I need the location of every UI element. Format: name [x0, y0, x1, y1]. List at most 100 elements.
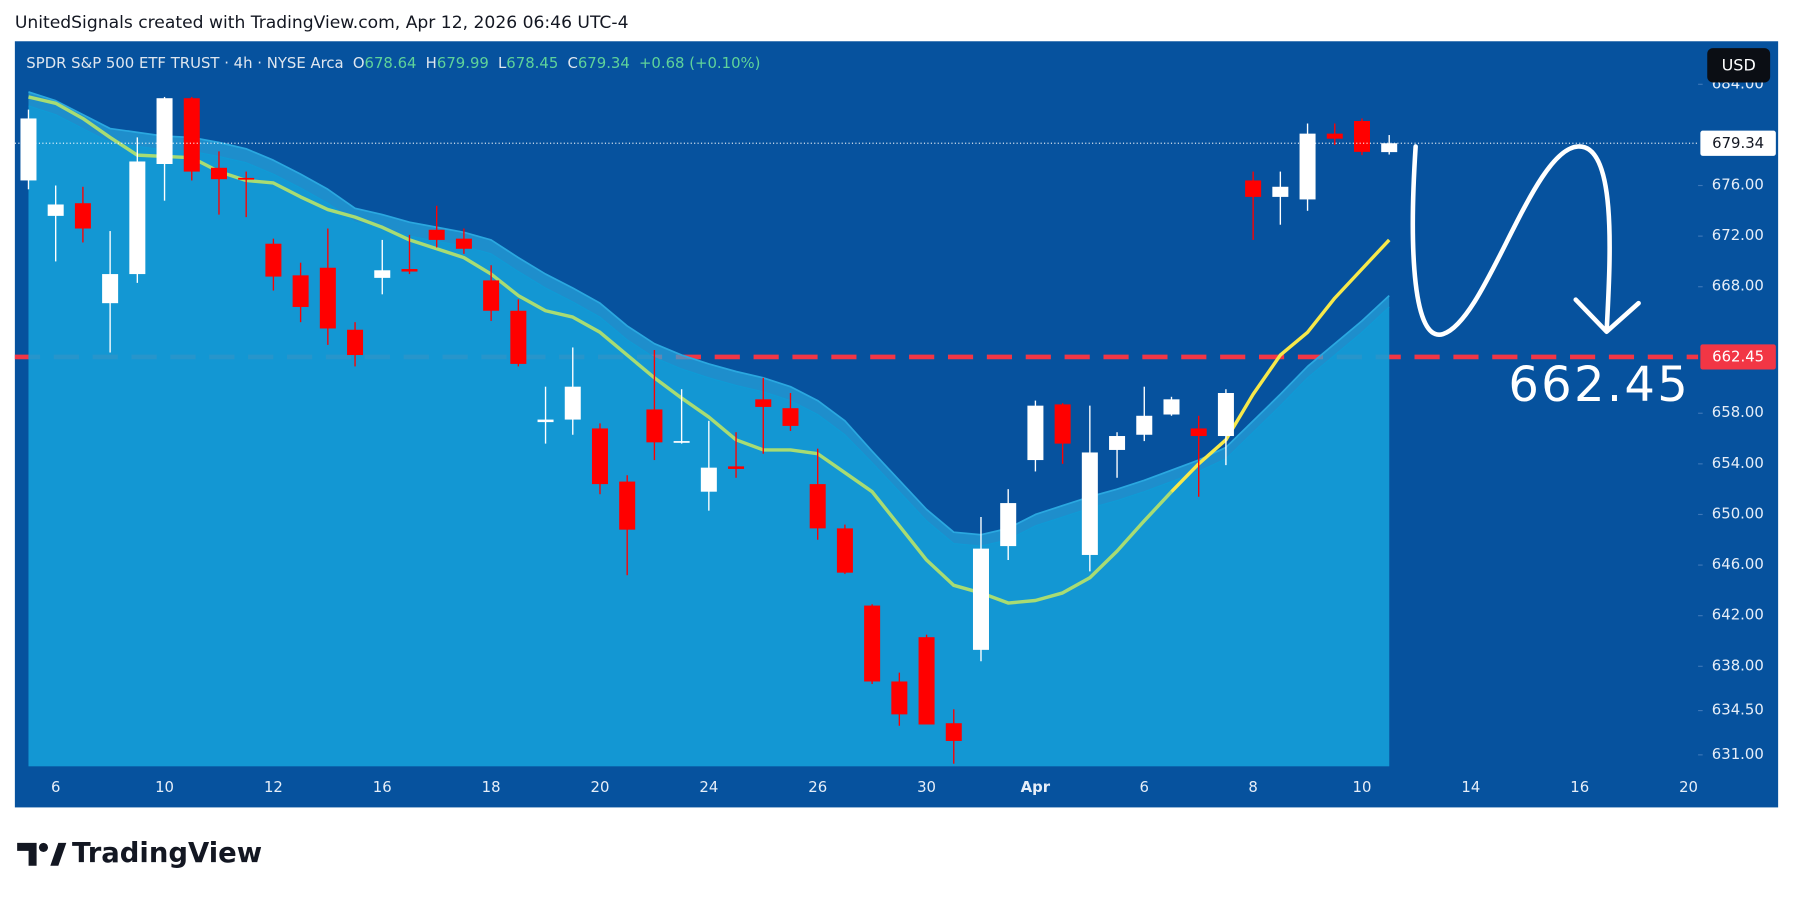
legend-value: 679.34 — [578, 54, 630, 72]
candle-body — [401, 269, 418, 272]
band-line — [28, 105, 1390, 547]
brand-logo: TradingView — [17, 838, 262, 869]
candle-body — [1109, 436, 1126, 450]
axis-layer: 631.00 634.50 638.00 642.00 646.00 650.00 654.… — [14, 74, 1776, 796]
candle-body — [183, 98, 200, 172]
candle-body — [1054, 404, 1071, 444]
logo-mark — [17, 842, 37, 866]
candle-body — [129, 161, 146, 275]
candle-body — [1353, 120, 1370, 152]
candle-body — [864, 605, 881, 682]
candle-body — [673, 441, 690, 443]
candle-body — [1136, 415, 1153, 435]
candle-body — [1000, 503, 1017, 547]
candle-body — [1163, 399, 1180, 415]
candle-body — [47, 204, 64, 216]
legend-label: H — [426, 54, 437, 72]
candle-body — [20, 118, 37, 181]
x-tick-label: 14 — [1461, 778, 1480, 796]
candle-body — [646, 409, 663, 443]
y-tick-label: 658.00 — [1712, 403, 1764, 421]
candle-body — [238, 177, 255, 180]
candle-body — [918, 637, 935, 725]
candle-body — [755, 399, 772, 407]
band-line — [28, 91, 1390, 536]
candle-body — [455, 238, 472, 249]
x-tick-label: 6 — [1140, 778, 1149, 796]
x-tick-label: 10 — [1353, 778, 1372, 796]
candle-body — [564, 386, 581, 420]
symbol: SPDR S&P 500 ETF TRUST · 4h · NYSE Arca — [26, 54, 343, 72]
candle-body — [1217, 393, 1234, 437]
annotation-arrow — [1410, 144, 1641, 337]
candle-body — [510, 310, 527, 364]
logo-mark — [38, 842, 49, 853]
legend-label: O — [353, 54, 365, 72]
candle-body — [1272, 186, 1289, 197]
legend-label: C — [567, 54, 577, 72]
logo-mark — [50, 842, 67, 866]
price-annotation: 662.45 — [1508, 357, 1690, 413]
x-tick-label: 6 — [51, 778, 60, 796]
x-tick-label: 30 — [917, 778, 936, 796]
candle-body — [74, 203, 91, 229]
candle-body — [319, 267, 336, 329]
last-price-box — [1700, 130, 1776, 156]
y-tick-label: 631.00 — [1712, 745, 1764, 763]
y-tick-label: 646.00 — [1712, 555, 1764, 573]
last-price-label: 679.34 — [1712, 134, 1764, 152]
candle-body — [483, 280, 500, 311]
candle-body — [1299, 133, 1316, 200]
x-tick-label: 10 — [155, 778, 174, 796]
candle-body — [292, 275, 309, 307]
candle-body — [156, 98, 173, 164]
attribution: UnitedSignals created with TradingView.c… — [15, 13, 629, 33]
candle-body — [265, 243, 282, 277]
candle-body — [945, 723, 962, 741]
currency-label[interactable]: USD — [1722, 55, 1756, 74]
candle-body — [210, 167, 227, 180]
legend: SPDR S&P 500 ETF TRUST · 4h · NYSE Arca O… — [26, 54, 760, 72]
candle-body — [1190, 428, 1207, 437]
ma-line — [1170, 238, 1391, 493]
x-tick-label: 8 — [1248, 778, 1257, 796]
currency-button-bg[interactable] — [1707, 48, 1771, 83]
currency-button[interactable]: USD — [1707, 48, 1771, 83]
x-tick-label: Apr — [1021, 778, 1051, 796]
candle-body — [891, 681, 908, 715]
candle-body — [428, 229, 445, 240]
price-line-label: 662.45 — [1712, 348, 1764, 366]
candle-body — [972, 548, 989, 650]
legend-change: +0.68 (+0.10%) — [639, 54, 761, 72]
y-tick-label: 654.00 — [1712, 454, 1764, 472]
y-tick-label: 638.00 — [1712, 656, 1764, 674]
candle-body — [836, 528, 853, 573]
x-tick-label: 20 — [591, 778, 610, 796]
legend-value: 679.99 — [437, 54, 489, 72]
y-tick-label: 650.00 — [1712, 504, 1764, 522]
x-tick-label: 12 — [264, 778, 283, 796]
y-tick-label: 676.00 — [1712, 176, 1764, 194]
legend-label: L — [498, 54, 507, 72]
x-tick-label: 26 — [808, 778, 827, 796]
y-tick-label: 668.00 — [1712, 277, 1764, 295]
candle-body — [1326, 133, 1343, 139]
candle-body — [782, 408, 799, 426]
candle-body — [1081, 452, 1098, 555]
candle-body — [700, 467, 717, 492]
candle-body — [1381, 143, 1398, 153]
x-tick-label: 16 — [373, 778, 392, 796]
y-tick-label: 642.00 — [1712, 606, 1764, 624]
candle-body — [619, 481, 636, 530]
x-tick-label: 16 — [1570, 778, 1589, 796]
price-line-box — [1700, 344, 1776, 370]
candle-body — [728, 466, 745, 469]
legend-value: 678.64 — [365, 54, 417, 72]
x-tick-label: 24 — [699, 778, 718, 796]
candle-body — [374, 270, 391, 278]
y-tick-label: 634.50 — [1712, 701, 1764, 719]
candle-layer — [20, 96, 1398, 764]
candle-body — [809, 484, 826, 529]
candle-body — [347, 329, 364, 356]
